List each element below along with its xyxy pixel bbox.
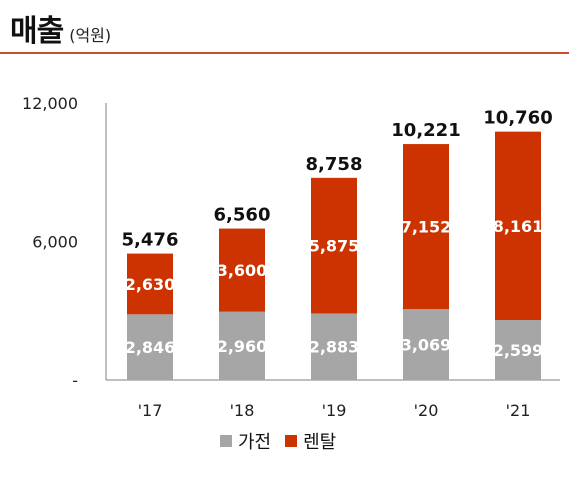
x-tick-label: '17 [138, 401, 163, 420]
legend-label-rental: 렌탈 [303, 432, 337, 453]
bar-rental [219, 228, 265, 312]
data-label-rental: 2,630 [125, 275, 176, 294]
bar-appliance [219, 311, 265, 380]
total-label: 10,760 [483, 108, 552, 129]
chart-header: 매출 (억원) [10, 6, 111, 50]
legend-item-rental: 렌탈 [285, 428, 336, 454]
legend-swatch-appliance [220, 435, 232, 447]
bar-rental [311, 177, 357, 314]
bar-appliance [403, 309, 449, 380]
data-label-appliance: 3,069 [401, 336, 452, 355]
data-label-rental: 5,875 [309, 237, 360, 256]
data-label-rental: 3,600 [217, 261, 268, 280]
bar-appliance [495, 320, 541, 380]
x-tick-label: '19 [322, 401, 347, 420]
total-label: 10,221 [391, 120, 460, 141]
bar-appliance [311, 313, 357, 380]
unit-label: (억원) [69, 26, 112, 45]
header-divider [0, 52, 569, 54]
x-tick-label: '21 [506, 401, 531, 420]
data-label-rental: 7,152 [401, 218, 452, 237]
bar-rental [495, 131, 541, 321]
legend-swatch-rental [285, 435, 298, 447]
total-label: 5,476 [122, 230, 179, 251]
bar-rental [403, 144, 449, 310]
data-label-appliance: 2,846 [125, 338, 176, 357]
legend: 가전 렌탈 [220, 428, 336, 454]
data-label-rental: 8,161 [493, 217, 544, 236]
data-label-appliance: 2,599 [493, 341, 544, 360]
bar-appliance [127, 314, 173, 380]
y-tick-label: 6,000 [32, 233, 78, 252]
x-tick-label: '18 [230, 401, 255, 420]
total-label: 6,560 [214, 205, 271, 226]
total-label: 8,758 [306, 154, 363, 175]
y-tick-label: - [72, 371, 78, 390]
data-label-appliance: 2,960 [217, 337, 268, 356]
legend-item-appliance: 가전 [220, 428, 271, 454]
legend-label-appliance: 가전 [238, 432, 272, 453]
bar-rental [127, 253, 173, 315]
chart-title: 매출 [10, 14, 64, 49]
x-tick-label: '20 [414, 401, 439, 420]
data-label-appliance: 2,883 [309, 338, 360, 357]
y-tick-label: 12,000 [22, 94, 78, 113]
